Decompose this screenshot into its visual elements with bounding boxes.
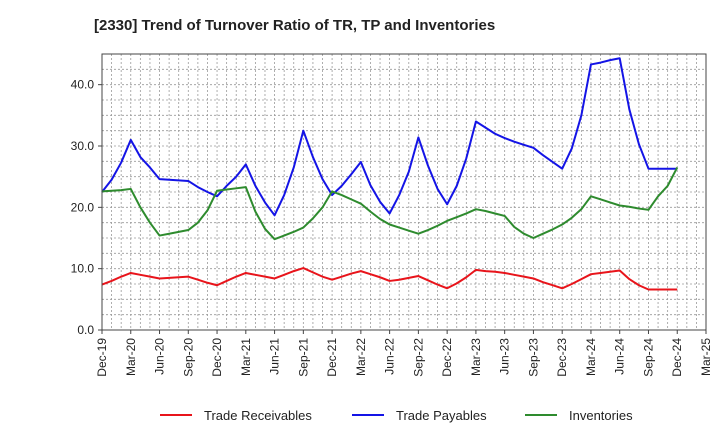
legend-label-trade-payables: Trade Payables [396,408,487,423]
y-tick-label: 40.0 [71,78,95,92]
x-tick-label: Jun-24 [613,338,627,375]
x-tick-label: Sep-23 [526,338,540,377]
x-tick-label: Mar-24 [584,338,598,376]
y-tick-label: 20.0 [71,200,95,214]
x-tick-label: Mar-20 [124,338,138,376]
legend-label-trade-receivables: Trade Receivables [204,408,312,423]
x-tick-label: Mar-22 [354,338,368,376]
y-tick-label: 30.0 [71,139,95,153]
x-axis-ticks: Dec-19 Mar-20 Jun-20 Sep-20 Dec-20 Mar-21 Jun-… [95,330,713,377]
x-tick-label: Sep-22 [411,338,425,377]
series-lines [101,57,679,291]
x-tick-label: Sep-20 [181,338,195,377]
x-tick-label: Dec-23 [555,338,569,377]
x-tick-label: Dec-20 [210,338,224,377]
series-line-trade-receivables [101,267,678,291]
y-tick-label: 0.0 [77,323,94,337]
x-tick-label: Jun-20 [153,338,167,375]
x-tick-label: Jun-21 [268,338,282,375]
y-axis-ticks: 0.0 10.0 20.0 30.0 40.0 [71,78,102,337]
series-line-trade-payables [101,57,678,217]
y-tick-label: 10.0 [71,262,95,276]
chart-title: [2330] Trend of Turnover Ratio of TR, TP… [94,17,495,34]
x-tick-label: Dec-22 [440,338,454,377]
x-tick-label: Dec-19 [95,338,109,377]
x-tick-label: Mar-23 [469,338,483,376]
legend-label-inventories: Inventories [569,408,633,423]
x-tick-label: Dec-24 [670,338,684,377]
x-tick-label: Sep-24 [641,338,655,377]
x-tick-label: Sep-21 [296,338,310,377]
x-tick-label: Mar-21 [239,338,253,376]
x-tick-label: Mar-25 [699,338,713,376]
series-line-inventories [101,167,679,241]
x-tick-label: Dec-21 [325,338,339,377]
plot-frame [101,53,707,331]
legend: Trade Receivables Trade Payables Inventori… [160,408,633,423]
x-tick-label: Jun-23 [498,338,512,375]
x-tick-label: Jun-22 [383,338,397,375]
